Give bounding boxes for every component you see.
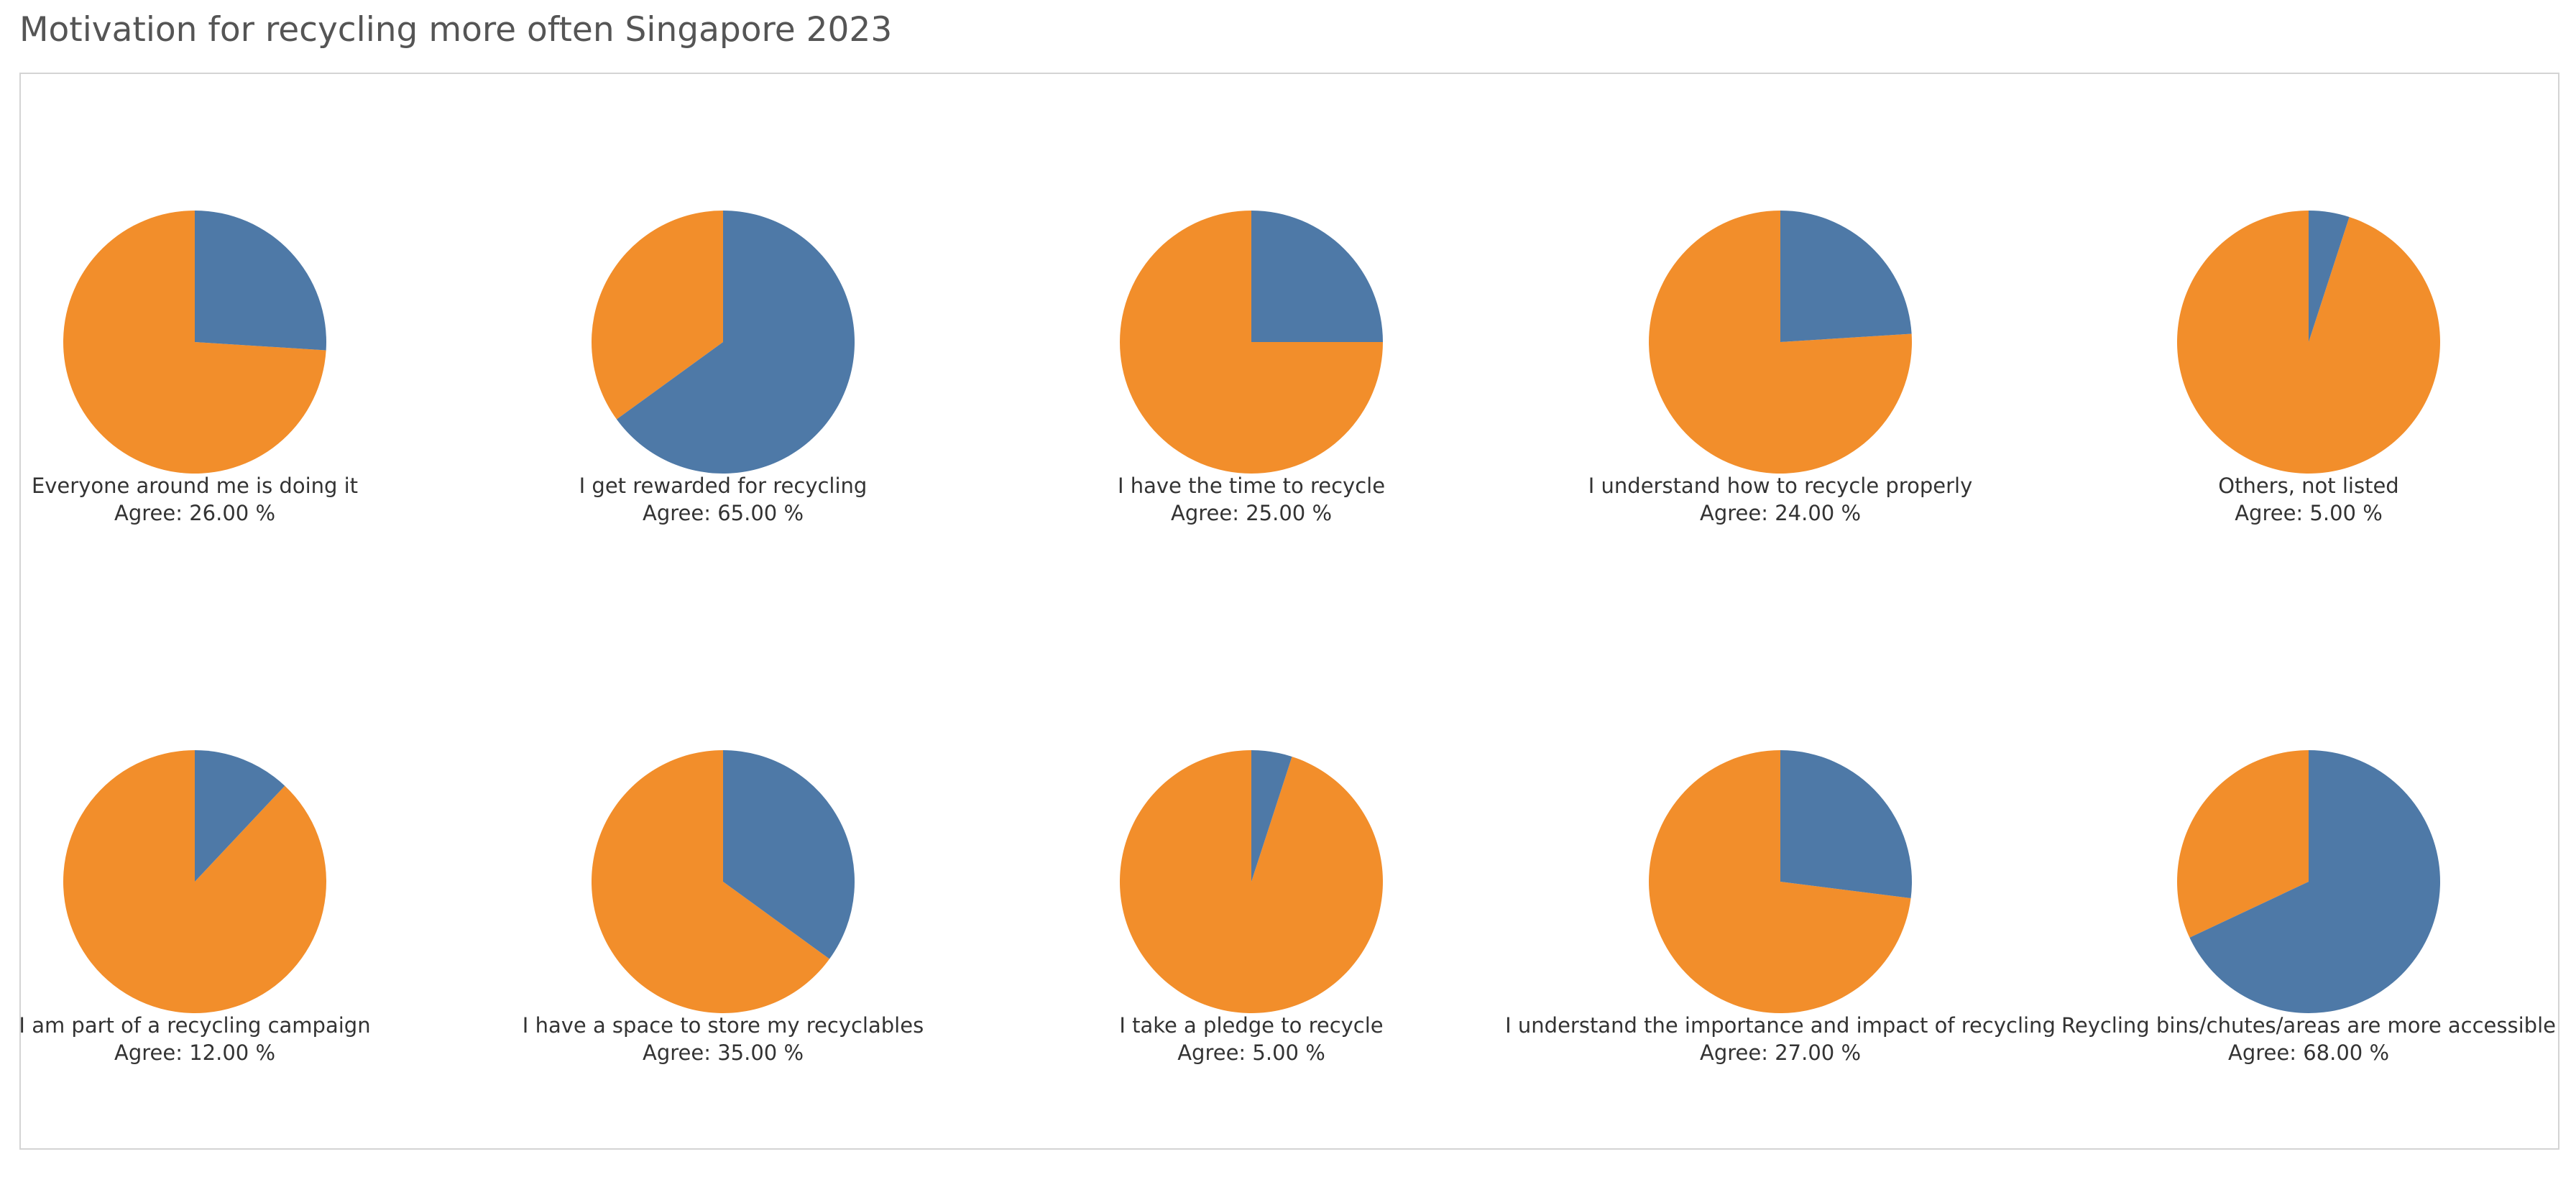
pie-7-value-label: Agree: 35.00 % (643, 1040, 804, 1065)
pie-4-other-slice[interactable] (1649, 210, 1913, 474)
pie-8-other-slice[interactable] (1119, 750, 1383, 1013)
pie-2-agree-slice[interactable] (616, 211, 855, 474)
pie-6: I am part of a recycling campaignAgree: … (19, 750, 371, 1065)
pie-5-other-slice[interactable] (2176, 211, 2440, 474)
pie-10-value-label: Agree: 68.00 % (2228, 1040, 2389, 1065)
pie-10-category-label: Reycling bins/chutes/areas are more acce… (2061, 1013, 2556, 1038)
pie-4-category-label: I understand how to recycle properly (1588, 474, 1972, 498)
pie-3-value-label: Agree: 25.00 % (1171, 501, 1332, 525)
pie-10-agree-slice[interactable] (2189, 750, 2441, 1013)
pie-2-value-label: Agree: 65.00 % (643, 501, 804, 525)
pie-3-category-label: I have the time to recycle (1118, 474, 1385, 498)
pie-5-value-label: Agree: 5.00 % (2235, 501, 2383, 525)
pie-10: Reycling bins/chutes/areas are more acce… (2061, 750, 2556, 1065)
chart-title: Motivation for recycling more often Sing… (19, 10, 893, 50)
pie-9-other-slice[interactable] (1649, 750, 1911, 1013)
pie-7-category-label: I have a space to store my recyclables (523, 1013, 924, 1038)
pie-3-agree-slice[interactable] (1251, 211, 1383, 342)
pie-3: I have the time to recycle Agree: 25.00 % (1118, 211, 1385, 525)
pie-7: I have a space to store my recyclablesAg… (523, 750, 924, 1065)
pie-7-other-slice[interactable] (591, 750, 830, 1013)
pie-1-other-slice[interactable] (63, 211, 326, 474)
pie-1-category-label: Everyone around me is doing it (32, 474, 358, 498)
pie-9: I understand the importance and impact o… (1505, 750, 2056, 1065)
pie-4: I understand how to recycle properly Agre… (1588, 210, 1972, 525)
pie-6-value-label: Agree: 12.00 % (114, 1040, 275, 1065)
pie-1-agree-slice[interactable] (195, 211, 327, 351)
pie-1: Everyone around me is doing it Agree: 26.… (32, 211, 358, 525)
pie-8-category-label: I take a pledge to recycle (1119, 1013, 1383, 1038)
pie-5: Others, not listed Agree: 5.00 % (2176, 211, 2440, 525)
chart-frame (19, 73, 2559, 1150)
pie-5-category-label: Others, not listed (2218, 474, 2398, 498)
pie-8-agree-slice[interactable] (1251, 750, 1292, 882)
pie-4-value-label: Agree: 24.00 % (1700, 501, 1861, 525)
pie-10-other-slice[interactable] (2177, 750, 2309, 938)
pie-1-value-label: Agree: 26.00 % (114, 501, 275, 525)
pie-8-value-label: Agree: 5.00 % (1177, 1040, 1325, 1065)
pie-2: I get rewarded for recycling Agree: 65.00… (579, 211, 868, 525)
pie-5-agree-slice[interactable] (2309, 211, 2350, 342)
pie-6-category-label: I am part of a recycling campaign (19, 1013, 370, 1038)
pie-9-category-label: I understand the importance and impact o… (1505, 1013, 2056, 1038)
pie-6-agree-slice[interactable] (195, 750, 285, 882)
pie-4-agree-slice[interactable] (1780, 210, 1912, 342)
pie-7-agree-slice[interactable] (723, 750, 855, 959)
pie-9-value-label: Agree: 27.00 % (1700, 1040, 1861, 1065)
pie-2-other-slice[interactable] (592, 211, 723, 420)
pie-6-other-slice[interactable] (63, 750, 326, 1013)
pie-9-agree-slice[interactable] (1780, 750, 1913, 898)
pie-2-category-label: I get rewarded for recycling (579, 474, 868, 498)
